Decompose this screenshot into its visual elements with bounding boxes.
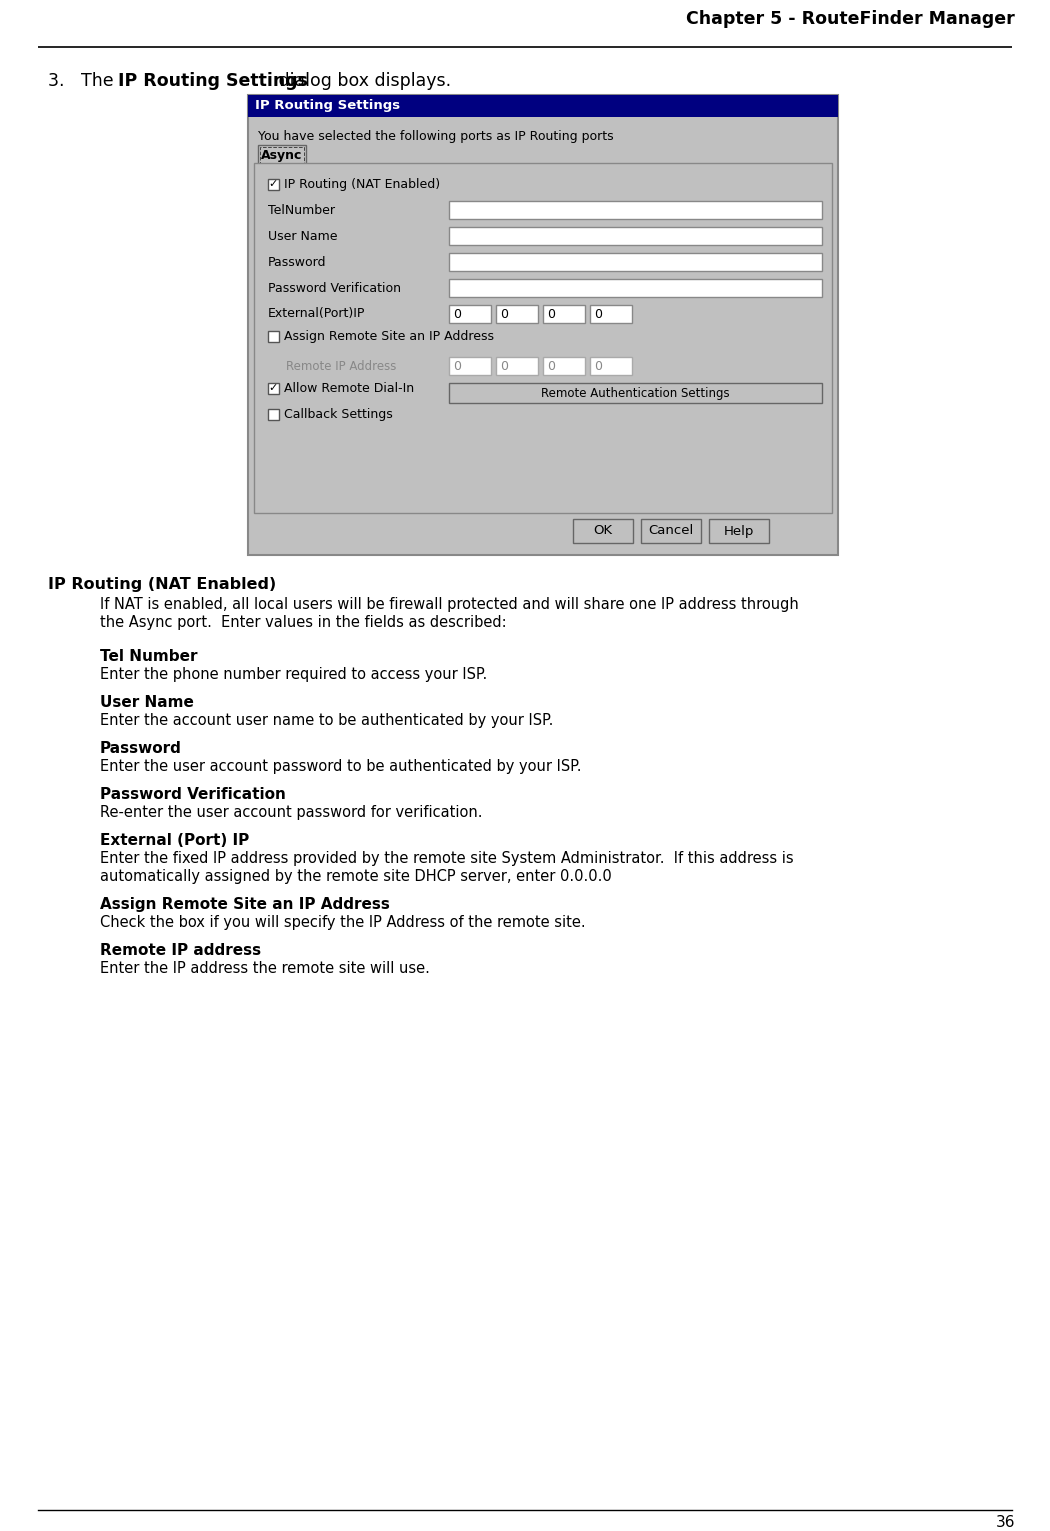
Bar (449, 253, 822, 271)
Text: 0: 0 (500, 360, 508, 372)
Text: IP Routing Settings: IP Routing Settings (255, 100, 400, 112)
Text: 3.   The: 3. The (48, 72, 119, 90)
Bar (268, 383, 279, 393)
Text: Enter the account user name to be authenticated by your ISP.: Enter the account user name to be authen… (100, 713, 553, 729)
Text: Enter the user account password to be authenticated by your ISP.: Enter the user account password to be au… (100, 759, 582, 775)
Text: Enter the fixed IP address provided by the remote site System Administrator.  If: Enter the fixed IP address provided by t… (100, 851, 794, 867)
Bar (543, 305, 585, 323)
Bar (268, 331, 279, 341)
Text: TelNumber: TelNumber (268, 204, 335, 216)
Bar (573, 519, 633, 544)
Text: automatically assigned by the remote site DHCP server, enter 0.0.0.0: automatically assigned by the remote sit… (100, 870, 612, 883)
Text: 0: 0 (453, 308, 461, 320)
Text: You have selected the following ports as IP Routing ports: You have selected the following ports as… (258, 130, 613, 142)
Text: 0: 0 (594, 308, 602, 320)
Text: 0: 0 (547, 360, 555, 372)
Bar (268, 179, 279, 190)
Text: IP Routing Settings: IP Routing Settings (118, 72, 308, 90)
Text: Cancel: Cancel (649, 525, 694, 537)
Text: IP Routing (NAT Enabled): IP Routing (NAT Enabled) (284, 178, 440, 191)
Bar (449, 305, 491, 323)
Text: dialog box displays.: dialog box displays. (273, 72, 452, 90)
Text: Async: Async (261, 149, 302, 161)
Text: External (Port) IP: External (Port) IP (100, 833, 249, 848)
Bar (709, 519, 769, 544)
Bar (590, 357, 632, 375)
Text: Allow Remote Dial-In: Allow Remote Dial-In (284, 383, 414, 395)
Bar (248, 95, 838, 116)
Text: ✓: ✓ (269, 383, 278, 393)
Text: Password: Password (268, 256, 327, 268)
Bar (449, 201, 822, 219)
Text: Assign Remote Site an IP Address: Assign Remote Site an IP Address (100, 897, 390, 912)
Bar (254, 162, 832, 513)
Bar (449, 227, 822, 245)
Bar (449, 279, 822, 297)
Bar (258, 145, 306, 165)
Text: Tel Number: Tel Number (100, 649, 197, 664)
Bar (449, 357, 491, 375)
Text: Enter the phone number required to access your ISP.: Enter the phone number required to acces… (100, 668, 487, 681)
Text: Remote IP address: Remote IP address (100, 943, 261, 958)
Text: 36: 36 (995, 1516, 1015, 1529)
Text: Callback Settings: Callback Settings (284, 407, 393, 421)
Bar (543, 357, 585, 375)
Text: Password: Password (100, 741, 182, 756)
Text: ✓: ✓ (269, 179, 278, 190)
Text: Password Verification: Password Verification (100, 787, 286, 802)
Text: 0: 0 (500, 308, 508, 320)
Bar (640, 519, 701, 544)
Text: If NAT is enabled, all local users will be firewall protected and will share one: If NAT is enabled, all local users will … (100, 597, 799, 612)
Text: Remote IP Address: Remote IP Address (286, 360, 397, 372)
Text: IP Routing (NAT Enabled): IP Routing (NAT Enabled) (48, 577, 276, 592)
Text: Remote Authentication Settings: Remote Authentication Settings (541, 386, 730, 400)
Bar (496, 305, 538, 323)
Text: the Async port.  Enter values in the fields as described:: the Async port. Enter values in the fiel… (100, 615, 506, 629)
Text: External(Port)IP: External(Port)IP (268, 308, 365, 320)
Bar (590, 305, 632, 323)
Text: Assign Remote Site an IP Address: Assign Remote Site an IP Address (284, 331, 493, 343)
Bar (248, 95, 838, 556)
Text: Help: Help (723, 525, 754, 537)
Text: Password Verification: Password Verification (268, 282, 401, 294)
Bar (268, 409, 279, 419)
Text: 0: 0 (453, 360, 461, 372)
Text: User Name: User Name (100, 695, 194, 710)
Text: Chapter 5 - RouteFinder Manager: Chapter 5 - RouteFinder Manager (687, 11, 1015, 28)
Bar (260, 147, 304, 162)
Bar (449, 383, 822, 403)
Text: User Name: User Name (268, 230, 337, 242)
Text: OK: OK (593, 525, 612, 537)
Text: Check the box if you will specify the IP Address of the remote site.: Check the box if you will specify the IP… (100, 916, 586, 929)
Text: Enter the IP address the remote site will use.: Enter the IP address the remote site wil… (100, 961, 429, 975)
Text: Re-enter the user account password for verification.: Re-enter the user account password for v… (100, 805, 483, 821)
Bar (496, 357, 538, 375)
Text: 0: 0 (547, 308, 555, 320)
Text: 0: 0 (594, 360, 602, 372)
